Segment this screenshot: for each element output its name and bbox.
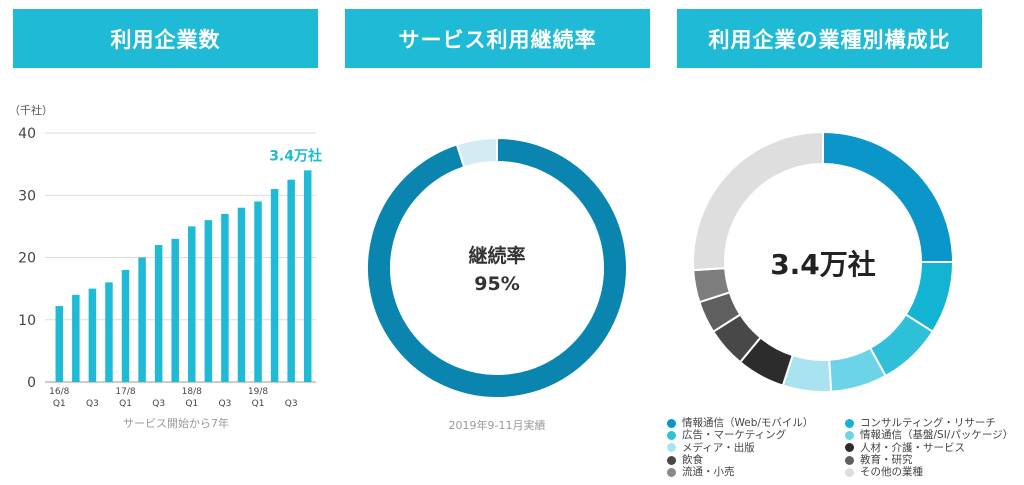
legend-item: コンサルティング・リサーチ bbox=[845, 417, 1024, 429]
legend-item: 飲食 bbox=[667, 454, 845, 466]
legend-label: 広告・マーケティング bbox=[682, 429, 787, 442]
legend-swatch bbox=[845, 467, 854, 477]
x-tick-bottom-0: Q1 bbox=[53, 399, 66, 409]
x-tick-bottom-12: Q1 bbox=[252, 399, 265, 409]
bar-caption: サービス開始から7年 bbox=[123, 416, 229, 430]
bar-5 bbox=[138, 257, 146, 382]
bar-4 bbox=[121, 269, 130, 382]
y-tick-40: 40 bbox=[18, 126, 36, 142]
legend-swatch bbox=[845, 418, 854, 428]
retention-caption: 2019年9-11月実績 bbox=[449, 418, 546, 432]
bar-2 bbox=[88, 288, 97, 382]
legend-label: メディア・出版 bbox=[682, 441, 755, 454]
legend-swatch bbox=[845, 455, 854, 465]
y-tick-10: 10 bbox=[18, 313, 36, 329]
header-industry: 利用企業の業種別構成比 bbox=[677, 9, 982, 68]
industry-legend: 情報通信（Web/モバイル） コンサルティング・リサーチ広告・マーケティング 情報通… bbox=[667, 417, 1024, 478]
legend-item: 教育・研究 bbox=[845, 454, 1024, 466]
legend-item: 情報通信（基盤/SI/パッケージ） bbox=[845, 429, 1024, 441]
retention-value: 95% bbox=[474, 273, 519, 295]
legend-swatch bbox=[667, 418, 676, 428]
x-tick-top-12: 19/8 bbox=[248, 387, 268, 397]
bar-7 bbox=[171, 238, 179, 382]
bar-9 bbox=[204, 220, 213, 382]
legend-item: その他の業種 bbox=[845, 466, 1024, 478]
bar-11 bbox=[237, 207, 246, 382]
header-retention: サービス利用継続率 bbox=[345, 9, 650, 68]
bar-1 bbox=[72, 294, 80, 382]
legend-label: 情報通信（基盤/SI/パッケージ） bbox=[860, 429, 1014, 442]
x-tick-bottom-10: Q3 bbox=[219, 399, 232, 409]
y-tick-20: 20 bbox=[18, 251, 36, 267]
legend-label: 情報通信（Web/モバイル） bbox=[682, 417, 814, 429]
bar-8 bbox=[188, 226, 196, 382]
legend-label: コンサルティング・リサーチ bbox=[860, 417, 996, 429]
bar-12 bbox=[254, 201, 262, 382]
bar-10 bbox=[221, 213, 229, 382]
legend-label: その他の業種 bbox=[860, 466, 923, 479]
x-tick-top-8: 18/8 bbox=[182, 387, 202, 397]
bar-6 bbox=[154, 245, 163, 382]
legend-item: 情報通信（Web/モバイル） bbox=[667, 417, 845, 429]
bar-13 bbox=[270, 189, 279, 382]
header-companies: 利用企業数 bbox=[13, 9, 318, 68]
industry-slice-9 bbox=[692, 130, 824, 272]
bar-3 bbox=[105, 282, 113, 382]
legend-swatch bbox=[845, 443, 854, 453]
x-tick-bottom-8: Q1 bbox=[185, 399, 198, 409]
retention-slice-1 bbox=[455, 136, 498, 169]
y-tick-0: 0 bbox=[27, 375, 36, 391]
bar-14 bbox=[287, 179, 295, 382]
bar-15 bbox=[303, 170, 312, 382]
bar-annotation: 3.4万社 bbox=[269, 147, 322, 164]
legend-label: 飲食 bbox=[682, 453, 703, 466]
legend-label: 教育・研究 bbox=[860, 453, 913, 466]
legend-item: メディア・出版 bbox=[667, 442, 845, 454]
x-tick-top-0: 16/8 bbox=[49, 387, 69, 397]
legend-label: 人材・介護・サービス bbox=[860, 441, 965, 454]
x-tick-bottom-14: Q3 bbox=[285, 399, 298, 409]
x-tick-bottom-6: Q3 bbox=[152, 399, 165, 409]
legend-label: 流通・小売 bbox=[682, 466, 735, 479]
legend-swatch bbox=[667, 430, 676, 440]
legend-item: 人材・介護・サービス bbox=[845, 442, 1024, 454]
legend-swatch bbox=[667, 443, 676, 453]
legend-item: 広告・マーケティング bbox=[667, 429, 845, 441]
y-tick-30: 30 bbox=[18, 188, 36, 204]
industry-slice-0 bbox=[822, 130, 955, 263]
retention-label: 継続率 bbox=[468, 244, 525, 267]
industry-center-label: 3.4万社 bbox=[770, 248, 876, 281]
legend-swatch bbox=[845, 430, 854, 440]
retention-slice-0 bbox=[366, 136, 628, 399]
legend-swatch bbox=[667, 467, 676, 477]
x-tick-bottom-2: Q3 bbox=[86, 399, 99, 409]
x-tick-top-4: 17/8 bbox=[115, 387, 135, 397]
legend-swatch bbox=[667, 455, 676, 465]
legend-item: 流通・小売 bbox=[667, 466, 845, 478]
bar-0 bbox=[55, 306, 64, 382]
y-axis-unit: （千社） bbox=[9, 103, 53, 117]
x-tick-bottom-4: Q1 bbox=[119, 399, 132, 409]
